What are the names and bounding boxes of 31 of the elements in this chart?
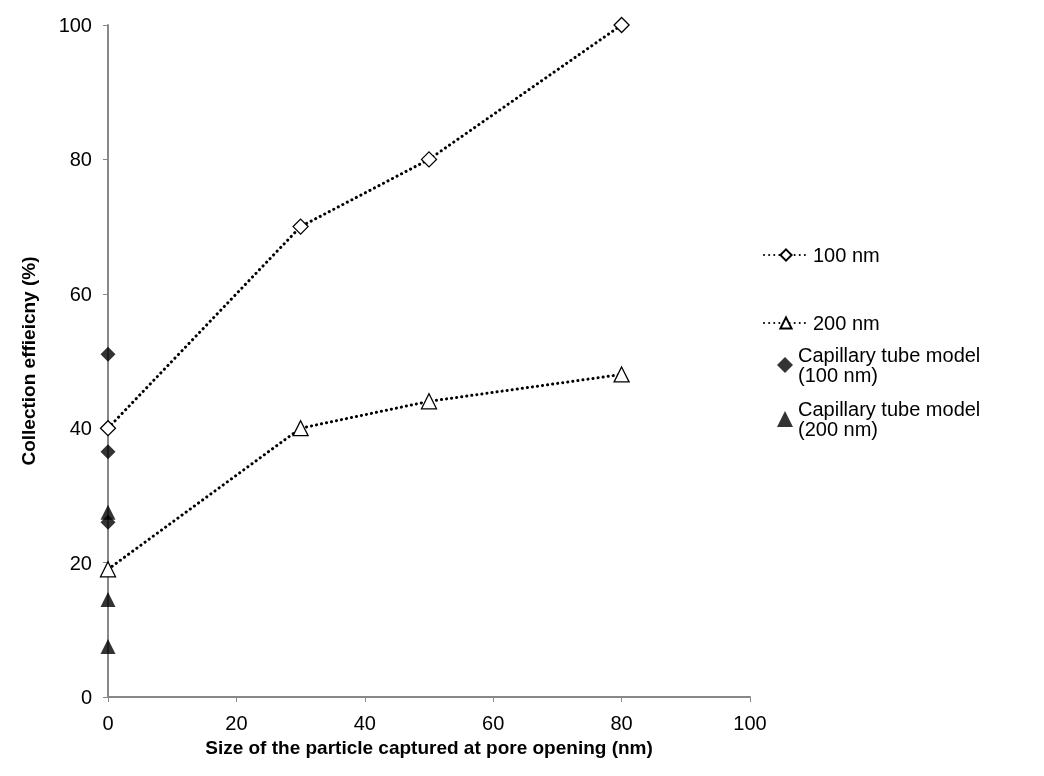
legend-label: Capillary tube model (100 nm) (798, 344, 986, 386)
point (100, 639, 116, 655)
point (613, 16, 630, 34)
y-tick-label: 60 (69, 282, 92, 305)
x-tick-label: 60 (482, 712, 505, 734)
point (100, 592, 116, 608)
point (420, 393, 438, 410)
x-tick-label: 100 (733, 712, 767, 734)
y-tick-label: 100 (58, 14, 92, 36)
legend-label: Capillary tube model (200 nm) (798, 398, 986, 440)
point (420, 151, 438, 168)
point (99, 420, 117, 437)
x-axis-title: Size of the particle captured at pore opening (nm) (205, 736, 653, 758)
point (292, 420, 309, 437)
y-axis-title: Collection effieicny (%) (18, 256, 39, 466)
point (100, 504, 116, 520)
y-tick-label: 40 (69, 417, 92, 440)
point (292, 218, 309, 235)
x-tick-label: 20 (225, 712, 248, 734)
legend-label: 200 nm (813, 312, 880, 334)
x-tick-label: 80 (610, 712, 633, 734)
y-tick-label: 20 (69, 551, 92, 574)
point (99, 561, 117, 578)
point (100, 444, 116, 460)
x-tick-label: 40 (353, 712, 376, 734)
legend-label: 100 nm (813, 244, 880, 266)
x-tick-label: 0 (102, 712, 114, 734)
y-tick-label: 0 (80, 686, 92, 708)
y-tick-label: 80 (69, 148, 92, 171)
point (613, 366, 630, 383)
point (100, 346, 116, 362)
